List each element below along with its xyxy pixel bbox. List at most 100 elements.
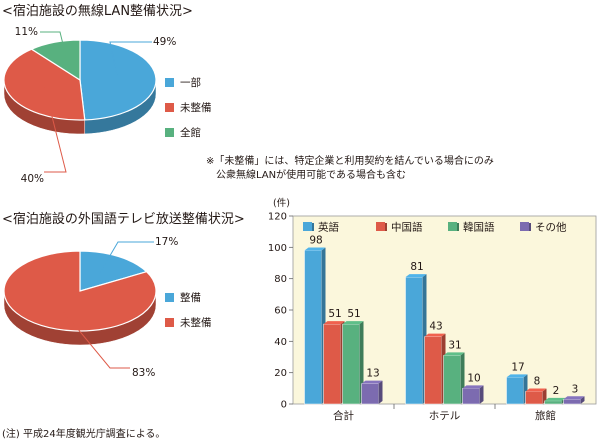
bar-top-0-0: [304, 247, 326, 251]
bar-legend-swatch-1: [376, 222, 385, 231]
bar-value-label-0-2: 51: [347, 308, 360, 320]
pie1-label-2: 11%: [15, 26, 38, 38]
bar-1-2: [443, 355, 461, 405]
pie2-legend-item-1: 未整備: [165, 316, 212, 329]
bar-value-label-2-3: 3: [572, 383, 579, 395]
y-tick-label-5: 100: [268, 243, 287, 254]
y-tick-label-2: 40: [274, 337, 287, 348]
bar-0-1: [323, 323, 341, 405]
bar-value-label-1-0: 81: [410, 261, 423, 273]
pie1-legend-label-2: 全館: [180, 126, 201, 139]
bar-1-3: [462, 388, 480, 405]
x-category-label-0: 合計: [333, 409, 354, 422]
pie2-label-1: 83%: [132, 367, 155, 379]
pie2-legend: 整備 未整備: [165, 291, 212, 329]
bar-top-2-3: [563, 396, 585, 400]
wifi-note: ※「未整備」には、特定企業と利用契約を結んでいる場合にのみ 公衆無線LANが使用…: [206, 155, 494, 183]
x-category-label-2: 旅館: [535, 409, 556, 422]
bar-top-0-3: [361, 380, 383, 384]
pie2-label-0: 17%: [155, 236, 178, 248]
bar-legend-swatch-side-3: [529, 223, 531, 231]
bar-value-label-0-3: 13: [366, 368, 379, 380]
bar-legend-label-2: 韓国語: [463, 221, 495, 234]
bar-value-label-2-2: 2: [553, 385, 560, 397]
y-tick-label-0: 0: [281, 400, 287, 411]
pie1-leader-1: [44, 87, 67, 173]
y-tick-label-3: 60: [274, 306, 287, 317]
bar-value-label-0-1: 51: [328, 308, 341, 320]
bar-legend-swatch-3: [520, 222, 529, 231]
bar-value-label-1-1: 43: [429, 321, 442, 333]
bar-value-label-1-2: 31: [448, 339, 461, 351]
bar-0-2: [342, 323, 360, 405]
bar-top-2-1: [525, 388, 547, 392]
pie1-leader-2: [40, 31, 68, 62]
y-tick-label-1: 20: [274, 368, 287, 379]
bar-2-3: [563, 399, 581, 405]
bar-value-label-2-0: 17: [511, 361, 524, 373]
bar-2-0: [506, 377, 524, 405]
pie2-chart: 17% 83%: [3, 236, 178, 379]
pie1-chart: 49% 40% 11%: [3, 26, 176, 185]
bar-side-1-3: [479, 385, 484, 404]
pie2-slice-0: [79, 250, 148, 292]
bar-top-2-0: [506, 374, 528, 378]
pie2-legend-label-0: 整備: [180, 291, 201, 304]
pie2-slice-1: [3, 250, 157, 332]
pie1-legend-label-0: 一部: [180, 76, 201, 89]
bar-1-0: [405, 276, 423, 405]
bar-0-3: [361, 383, 379, 405]
bar-top-1-2: [443, 352, 465, 356]
source-note: (注) 平成24年度観光庁調査による。: [2, 429, 166, 440]
pie2-leader-1: [60, 307, 130, 369]
pie1-slice-2: [30, 39, 81, 82]
bar-legend-swatch-side-0: [312, 223, 314, 231]
x-category-label-1: ホテル: [429, 410, 461, 422]
bar-2-2: [544, 400, 562, 405]
bar-top-2-2: [544, 397, 566, 401]
bar-legend-swatch-side-1: [385, 223, 387, 231]
bar-legend-label-0: 英語: [318, 221, 339, 234]
y-tick-label-6: 120: [268, 212, 287, 223]
bar-top-0-1: [323, 321, 345, 325]
bar-legend-swatch-side-2: [457, 223, 459, 231]
pie1-legend-swatch-0: [165, 77, 174, 87]
y-tick-label-4: 80: [274, 274, 287, 285]
pie1-slice-0: [79, 39, 157, 121]
pie1-leader-0: [109, 41, 152, 80]
bar-top-1-3: [462, 385, 484, 389]
pie1-slice-1: [3, 48, 86, 121]
bar-value-label-0-0: 98: [309, 234, 322, 246]
bar-top-1-0: [405, 274, 427, 278]
bar-1-1: [424, 336, 442, 405]
pie1-legend: 一部 未整備 全館: [165, 76, 212, 139]
pie2-leader-0: [98, 241, 154, 275]
bar-top-0-2: [342, 321, 364, 325]
bar-legend-label-3: その他: [535, 221, 567, 234]
pie1-legend-item-2: 全館: [165, 126, 212, 139]
pie1-legend-swatch-1: [165, 102, 174, 112]
pie2-legend-swatch-0: [165, 292, 174, 302]
pie1-title: <宿泊施設の無線LAN整備状況>: [2, 4, 193, 19]
bar-top-1-1: [424, 333, 446, 337]
pie2-legend-swatch-1: [165, 317, 174, 327]
bar-value-label-1-3: 10: [467, 372, 480, 384]
pie1-legend-swatch-2: [165, 127, 174, 137]
pie2-title: <宿泊施設の外国語テレビ放送整備状況>: [2, 212, 245, 227]
pie1-label-0: 49%: [153, 36, 176, 48]
bar-unit-label: (件): [273, 197, 290, 209]
bar-legend-swatch-2: [448, 222, 457, 231]
pie2-legend-label-1: 未整備: [180, 316, 212, 329]
bar-side-2-3: [580, 396, 585, 404]
pie1-label-1: 40%: [21, 173, 44, 185]
pie1-legend-item-1: 未整備: [165, 101, 212, 114]
pie1-legend-item-0: 一部: [165, 76, 212, 89]
wifi-note-line2: 公衆無線LANが使用可能である場合も含む: [216, 170, 407, 181]
bar-2-1: [525, 391, 543, 405]
bar-chart: (件) 0 20 40 60 80 100 120 98 51 51 13 合計 81 43 31 10 ホテル 1…: [268, 197, 597, 422]
pie2-legend-item-0: 整備: [165, 291, 212, 304]
bar-side-0-3: [378, 380, 383, 404]
bar-legend-label-1: 中国語: [391, 221, 423, 234]
wifi-note-line1: ※「未整備」には、特定企業と利用契約を結んでいる場合にのみ: [206, 156, 494, 167]
bar-value-label-2-1: 8: [534, 375, 541, 387]
